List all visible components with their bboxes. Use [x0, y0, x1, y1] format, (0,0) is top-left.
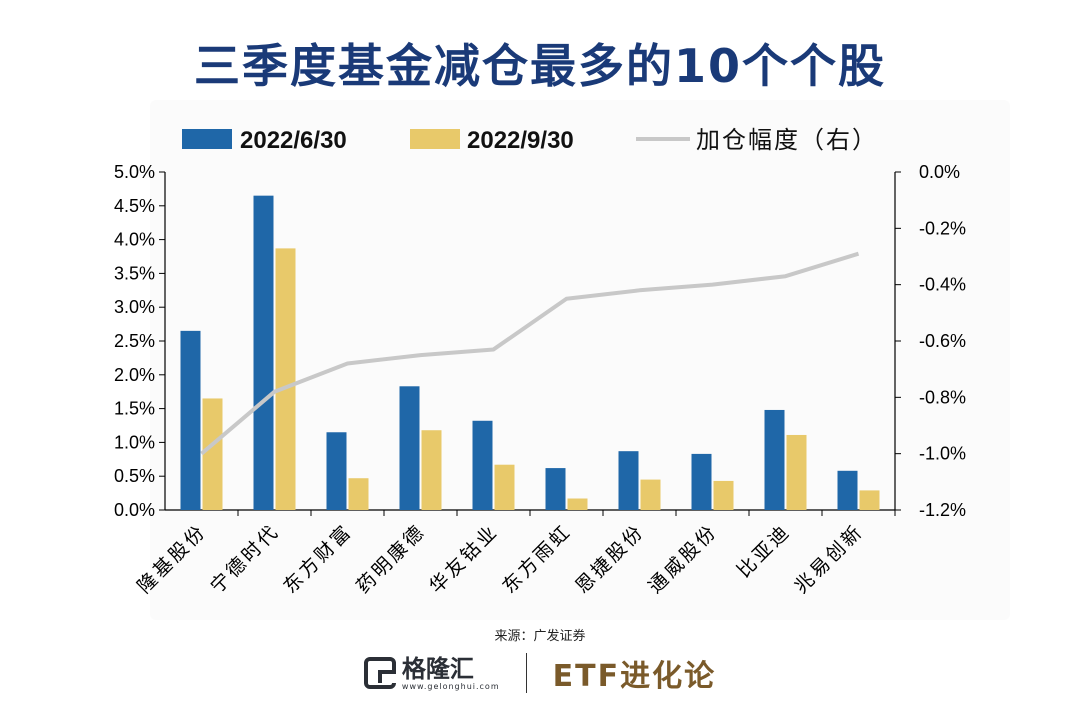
left-tick-label: 0.0% — [114, 500, 155, 520]
legend-swatch-2022-09-30 — [410, 129, 460, 149]
right-tick-label: -0.8% — [919, 387, 966, 407]
chart-title: 三季度基金减仓最多的10个个股 — [193, 39, 886, 93]
bar-2022-09-30 — [348, 478, 369, 510]
bar-2022-06-30 — [691, 453, 712, 510]
left-tick-label: 5.0% — [114, 162, 155, 182]
bar-2022-09-30 — [202, 398, 223, 510]
category-label: 药明康德 — [352, 520, 430, 598]
category-label: 恩捷股份 — [571, 520, 649, 598]
bar-2022-09-30 — [640, 479, 661, 510]
left-tick-label: 4.0% — [114, 230, 155, 250]
category-label: 东方雨虹 — [498, 520, 576, 598]
right-tick-label: -0.2% — [919, 218, 966, 238]
footer: 格隆汇 www.gelonghui.com ETF进化论 — [0, 648, 1080, 698]
left-tick-label: 2.0% — [114, 365, 155, 385]
logo-url: www.gelonghui.com — [401, 681, 500, 691]
bar-2022-09-30 — [859, 490, 880, 510]
bar-2022-09-30 — [786, 434, 807, 510]
bar-2022-06-30 — [618, 451, 639, 510]
bar-2022-06-30 — [837, 470, 858, 510]
category-label: 隆基股份 — [133, 520, 211, 598]
bar-2022-06-30 — [472, 420, 493, 510]
category-label: 比亚迪 — [733, 520, 795, 582]
left-tick-label: 3.0% — [114, 297, 155, 317]
right-tick-label: 0.0% — [919, 162, 960, 182]
category-label: 宁德时代 — [206, 520, 284, 598]
category-label: 东方财富 — [279, 520, 357, 598]
right-tick-label: -0.6% — [919, 331, 966, 351]
right-tick-label: -0.4% — [919, 275, 966, 295]
bar-2022-06-30 — [180, 330, 201, 510]
g-logo-icon — [363, 657, 396, 689]
category-label: 通威股份 — [644, 520, 722, 598]
category-label: 华友钴业 — [425, 520, 503, 598]
bar-2022-06-30 — [545, 468, 566, 510]
left-tick-label: 3.5% — [114, 263, 155, 283]
left-tick-label: 2.5% — [114, 331, 155, 351]
brand-name: ETF进化论 — [552, 659, 717, 694]
legend-label-2022-06-30: 2022/6/30 — [240, 127, 347, 154]
left-tick-label: 1.0% — [114, 432, 155, 452]
bar-2022-06-30 — [326, 432, 347, 510]
bar-2022-09-30 — [713, 480, 734, 510]
category-label: 兆易创新 — [790, 520, 868, 598]
right-tick-label: -1.0% — [919, 444, 966, 464]
line-add-position-change — [200, 251, 860, 456]
bar-2022-06-30 — [253, 195, 274, 510]
bar-2022-09-30 — [421, 430, 442, 510]
source-note: 来源：广发证券 — [494, 629, 586, 644]
bar-2022-06-30 — [764, 409, 785, 510]
bar-2022-09-30 — [494, 464, 515, 510]
gelonghui-logo: 格隆汇 www.gelonghui.com — [363, 654, 500, 691]
right-tick-label: -1.2% — [919, 500, 966, 520]
bar-2022-09-30 — [275, 248, 296, 510]
left-tick-label: 0.5% — [114, 466, 155, 486]
footer-divider — [525, 653, 527, 693]
legend-label-2022-09-30: 2022/9/30 — [467, 127, 574, 154]
bar-2022-06-30 — [399, 386, 420, 510]
legend-swatch-2022-06-30 — [182, 129, 232, 149]
bar-2022-09-30 — [567, 498, 588, 510]
logo-name: 格隆汇 — [401, 654, 474, 683]
left-tick-label: 4.5% — [114, 196, 155, 216]
legend-label-line: 加仓幅度（右） — [696, 127, 878, 154]
left-tick-label: 1.5% — [114, 399, 155, 419]
